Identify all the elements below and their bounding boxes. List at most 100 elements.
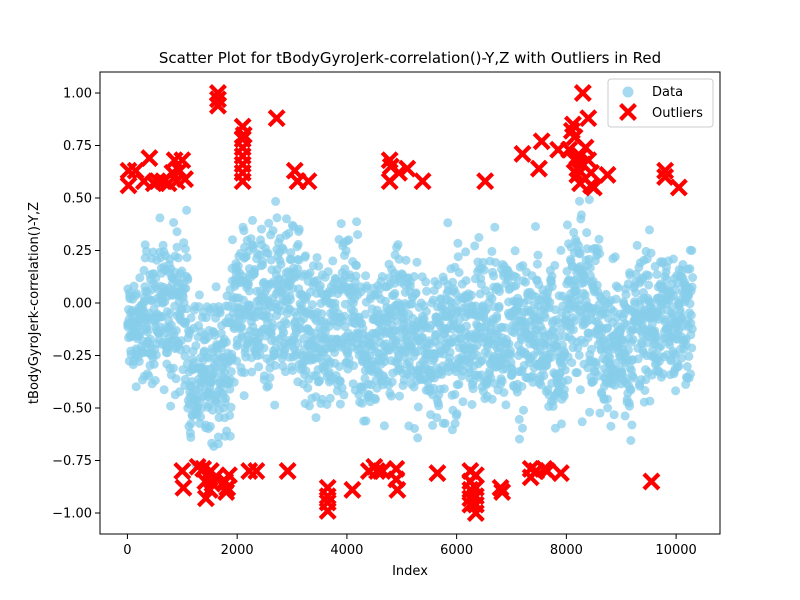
data-point xyxy=(466,290,476,300)
data-point xyxy=(621,290,631,300)
data-point xyxy=(497,376,507,386)
data-point xyxy=(454,268,464,277)
data-point xyxy=(539,371,549,381)
outlier-point xyxy=(598,165,617,184)
data-point xyxy=(171,374,181,384)
x-tick-label: 4000 xyxy=(330,543,363,558)
data-point xyxy=(226,402,236,412)
data-point xyxy=(582,228,592,238)
data-point xyxy=(439,384,449,394)
data-point xyxy=(575,196,584,206)
data-point xyxy=(487,294,497,304)
data-point xyxy=(685,299,695,309)
chart-title: Scatter Plot for tBodyGyroJerk-correlati… xyxy=(159,49,661,67)
data-point xyxy=(259,343,269,353)
data-point xyxy=(595,249,605,259)
data-point xyxy=(587,344,596,354)
data-point xyxy=(186,432,196,442)
data-point xyxy=(682,362,692,371)
data-point xyxy=(387,377,397,387)
data-point xyxy=(312,253,322,263)
data-point xyxy=(311,413,321,423)
outlier-point xyxy=(656,168,675,186)
data-point xyxy=(390,288,400,298)
data-point xyxy=(344,235,354,245)
data-point xyxy=(271,196,281,206)
outlier-point xyxy=(176,170,195,189)
data-point xyxy=(270,400,280,410)
data-point xyxy=(186,313,196,323)
outlier-point xyxy=(119,176,138,195)
data-point xyxy=(477,356,487,365)
data-point xyxy=(317,309,327,319)
data-point xyxy=(531,222,540,231)
data-point xyxy=(361,416,371,426)
data-point xyxy=(560,365,570,375)
data-point xyxy=(626,385,636,395)
y-tick-label: −0.25 xyxy=(52,349,92,364)
data-point xyxy=(687,282,697,292)
data-point xyxy=(248,215,257,225)
data-point xyxy=(233,339,243,349)
outlier-point xyxy=(234,126,253,144)
data-point xyxy=(371,395,380,404)
data-point xyxy=(349,361,359,371)
outlier-point xyxy=(560,140,579,159)
legend-outliers-marker xyxy=(619,103,637,121)
data-point xyxy=(452,409,462,419)
data-point xyxy=(293,264,303,274)
data-point xyxy=(495,287,504,296)
outlier-point xyxy=(529,159,548,178)
data-point xyxy=(574,241,583,251)
data-point xyxy=(677,353,687,363)
data-point xyxy=(181,283,191,293)
data-point xyxy=(182,253,192,262)
data-point xyxy=(511,280,521,290)
data-point xyxy=(536,380,546,390)
data-point xyxy=(572,286,581,296)
outlier-point xyxy=(584,178,603,197)
data-point xyxy=(611,358,621,368)
data-point xyxy=(518,423,527,433)
data-point xyxy=(233,261,243,271)
data-point xyxy=(620,411,630,421)
data-point xyxy=(570,316,580,326)
data-point xyxy=(445,347,455,357)
data-point xyxy=(180,351,190,361)
data-point xyxy=(135,273,145,283)
y-axis-label: tBodyGyroJerk-correlation()-Y,Z xyxy=(27,202,42,404)
data-point xyxy=(514,414,524,424)
data-point xyxy=(450,419,460,429)
data-point xyxy=(453,238,463,248)
outlier-point xyxy=(669,178,688,197)
data-point xyxy=(258,260,268,270)
data-point xyxy=(478,257,488,267)
data-point xyxy=(510,246,520,256)
data-point xyxy=(563,375,573,385)
data-point xyxy=(559,391,569,401)
data-point xyxy=(361,271,371,281)
data-point xyxy=(528,371,537,381)
data-point xyxy=(172,242,182,252)
data-points-layer xyxy=(123,195,698,469)
outlier-point xyxy=(247,462,266,480)
x-tick-label: 0 xyxy=(123,543,131,558)
data-point xyxy=(646,248,656,258)
data-point xyxy=(461,247,471,257)
data-point xyxy=(270,361,280,370)
data-point xyxy=(183,275,193,285)
data-point xyxy=(467,400,477,409)
outlier-point xyxy=(642,472,661,491)
data-point xyxy=(301,366,311,376)
data-point xyxy=(450,389,460,399)
data-point xyxy=(489,271,499,281)
data-point xyxy=(594,234,604,244)
data-point xyxy=(631,269,641,279)
data-point xyxy=(254,362,264,372)
outlier-point xyxy=(373,462,392,480)
y-tick-label: 1.00 xyxy=(63,87,92,102)
outlier-point xyxy=(140,149,159,168)
data-point xyxy=(468,377,478,387)
data-point xyxy=(264,381,273,391)
data-point xyxy=(674,361,684,371)
